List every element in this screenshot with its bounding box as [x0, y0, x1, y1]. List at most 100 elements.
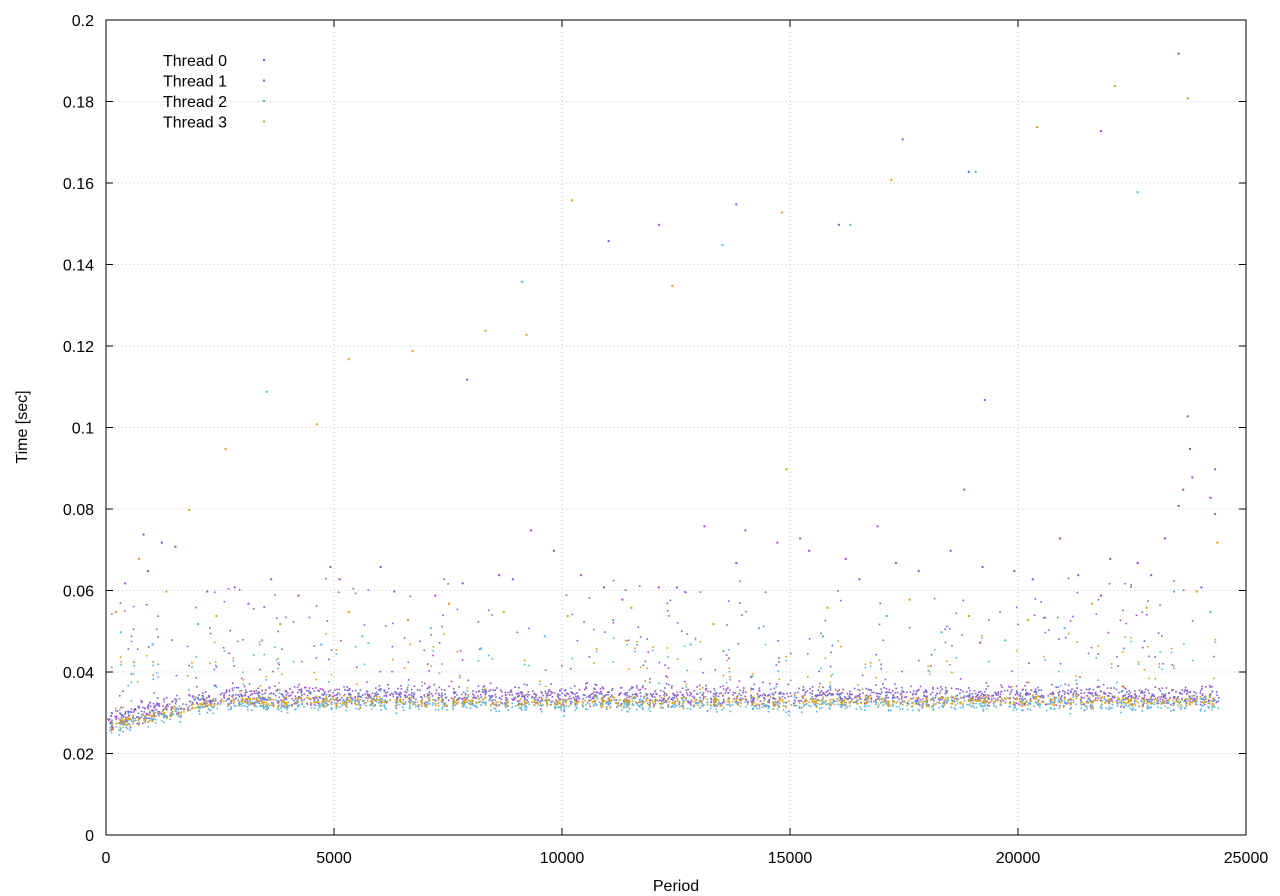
data-point [985, 682, 988, 684]
data-point [933, 699, 935, 702]
data-point [1064, 702, 1067, 704]
data-point [237, 687, 240, 689]
data-point [741, 614, 743, 616]
data-point [975, 702, 977, 705]
data-point [919, 699, 921, 701]
data-point [1143, 668, 1146, 671]
data-point [744, 691, 747, 693]
data-point [317, 699, 319, 701]
data-point [1136, 562, 1139, 564]
data-point [1004, 702, 1007, 704]
data-point [213, 668, 216, 671]
data-point [412, 697, 415, 699]
data-point [1092, 700, 1094, 702]
data-point [1055, 704, 1058, 706]
data-point [370, 697, 372, 699]
data-point [112, 727, 114, 729]
data-point [1215, 700, 1218, 703]
data-point [301, 703, 303, 706]
data-point [1141, 710, 1143, 712]
data-point [959, 701, 961, 704]
data-point [857, 684, 859, 686]
data-point [560, 705, 563, 707]
data-point [1191, 476, 1194, 479]
data-point [652, 646, 654, 648]
data-point [880, 663, 882, 666]
data-point [916, 703, 919, 705]
data-point [1004, 639, 1007, 642]
data-point [137, 557, 140, 560]
data-point [605, 701, 608, 703]
data-point [577, 696, 580, 699]
data-point [115, 610, 118, 613]
data-point [191, 703, 193, 706]
data-point [949, 664, 951, 666]
data-point [652, 705, 655, 707]
data-point [148, 646, 150, 648]
data-point [346, 700, 348, 702]
data-point [169, 714, 171, 717]
data-point [816, 710, 818, 713]
data-point [972, 699, 975, 702]
data-point [1185, 702, 1188, 705]
data-point [375, 700, 378, 703]
data-point [1076, 695, 1078, 698]
data-point [664, 692, 666, 695]
data-point [520, 691, 522, 694]
data-point [400, 692, 403, 695]
data-point [799, 537, 802, 540]
data-point [1165, 687, 1168, 689]
data-point [627, 639, 630, 642]
data-point [339, 702, 341, 705]
data-point [223, 650, 226, 652]
data-point [1191, 695, 1194, 697]
data-point [359, 689, 362, 691]
data-point [673, 703, 675, 706]
data-point [779, 692, 782, 695]
data-point [267, 703, 269, 705]
data-point [820, 703, 823, 705]
data-point [944, 628, 946, 631]
data-point [670, 705, 672, 708]
data-point [165, 715, 168, 717]
data-point [887, 700, 889, 703]
data-point [895, 705, 898, 708]
data-point [444, 702, 447, 704]
data-point [631, 685, 633, 688]
data-point [911, 702, 913, 704]
data-point [452, 701, 455, 703]
data-point [1101, 700, 1103, 702]
data-point [1148, 701, 1151, 703]
data-point [974, 170, 977, 173]
data-point [1091, 702, 1093, 704]
data-point [739, 705, 742, 708]
data-point [330, 708, 333, 711]
data-point [628, 695, 631, 698]
data-point [763, 694, 766, 696]
data-point [610, 694, 613, 696]
data-point [1175, 691, 1177, 693]
data-point [1123, 686, 1126, 689]
data-point [461, 697, 463, 700]
data-point [130, 635, 133, 638]
data-point [603, 695, 606, 697]
data-point [918, 659, 920, 662]
data-point [756, 703, 758, 706]
data-point [287, 701, 290, 704]
data-point [379, 700, 381, 702]
data-point [1060, 702, 1062, 704]
data-point [145, 654, 148, 657]
data-point [596, 696, 598, 698]
data-point [557, 695, 559, 697]
data-point [215, 615, 218, 617]
data-point [297, 700, 299, 703]
data-point [735, 696, 738, 698]
data-point [564, 689, 567, 691]
data-point [716, 711, 718, 713]
legend-label: Thread 2 [163, 94, 227, 111]
data-point [968, 694, 971, 697]
data-point [379, 688, 382, 690]
data-point [1127, 699, 1130, 701]
data-point [314, 698, 316, 701]
data-point [410, 688, 413, 691]
